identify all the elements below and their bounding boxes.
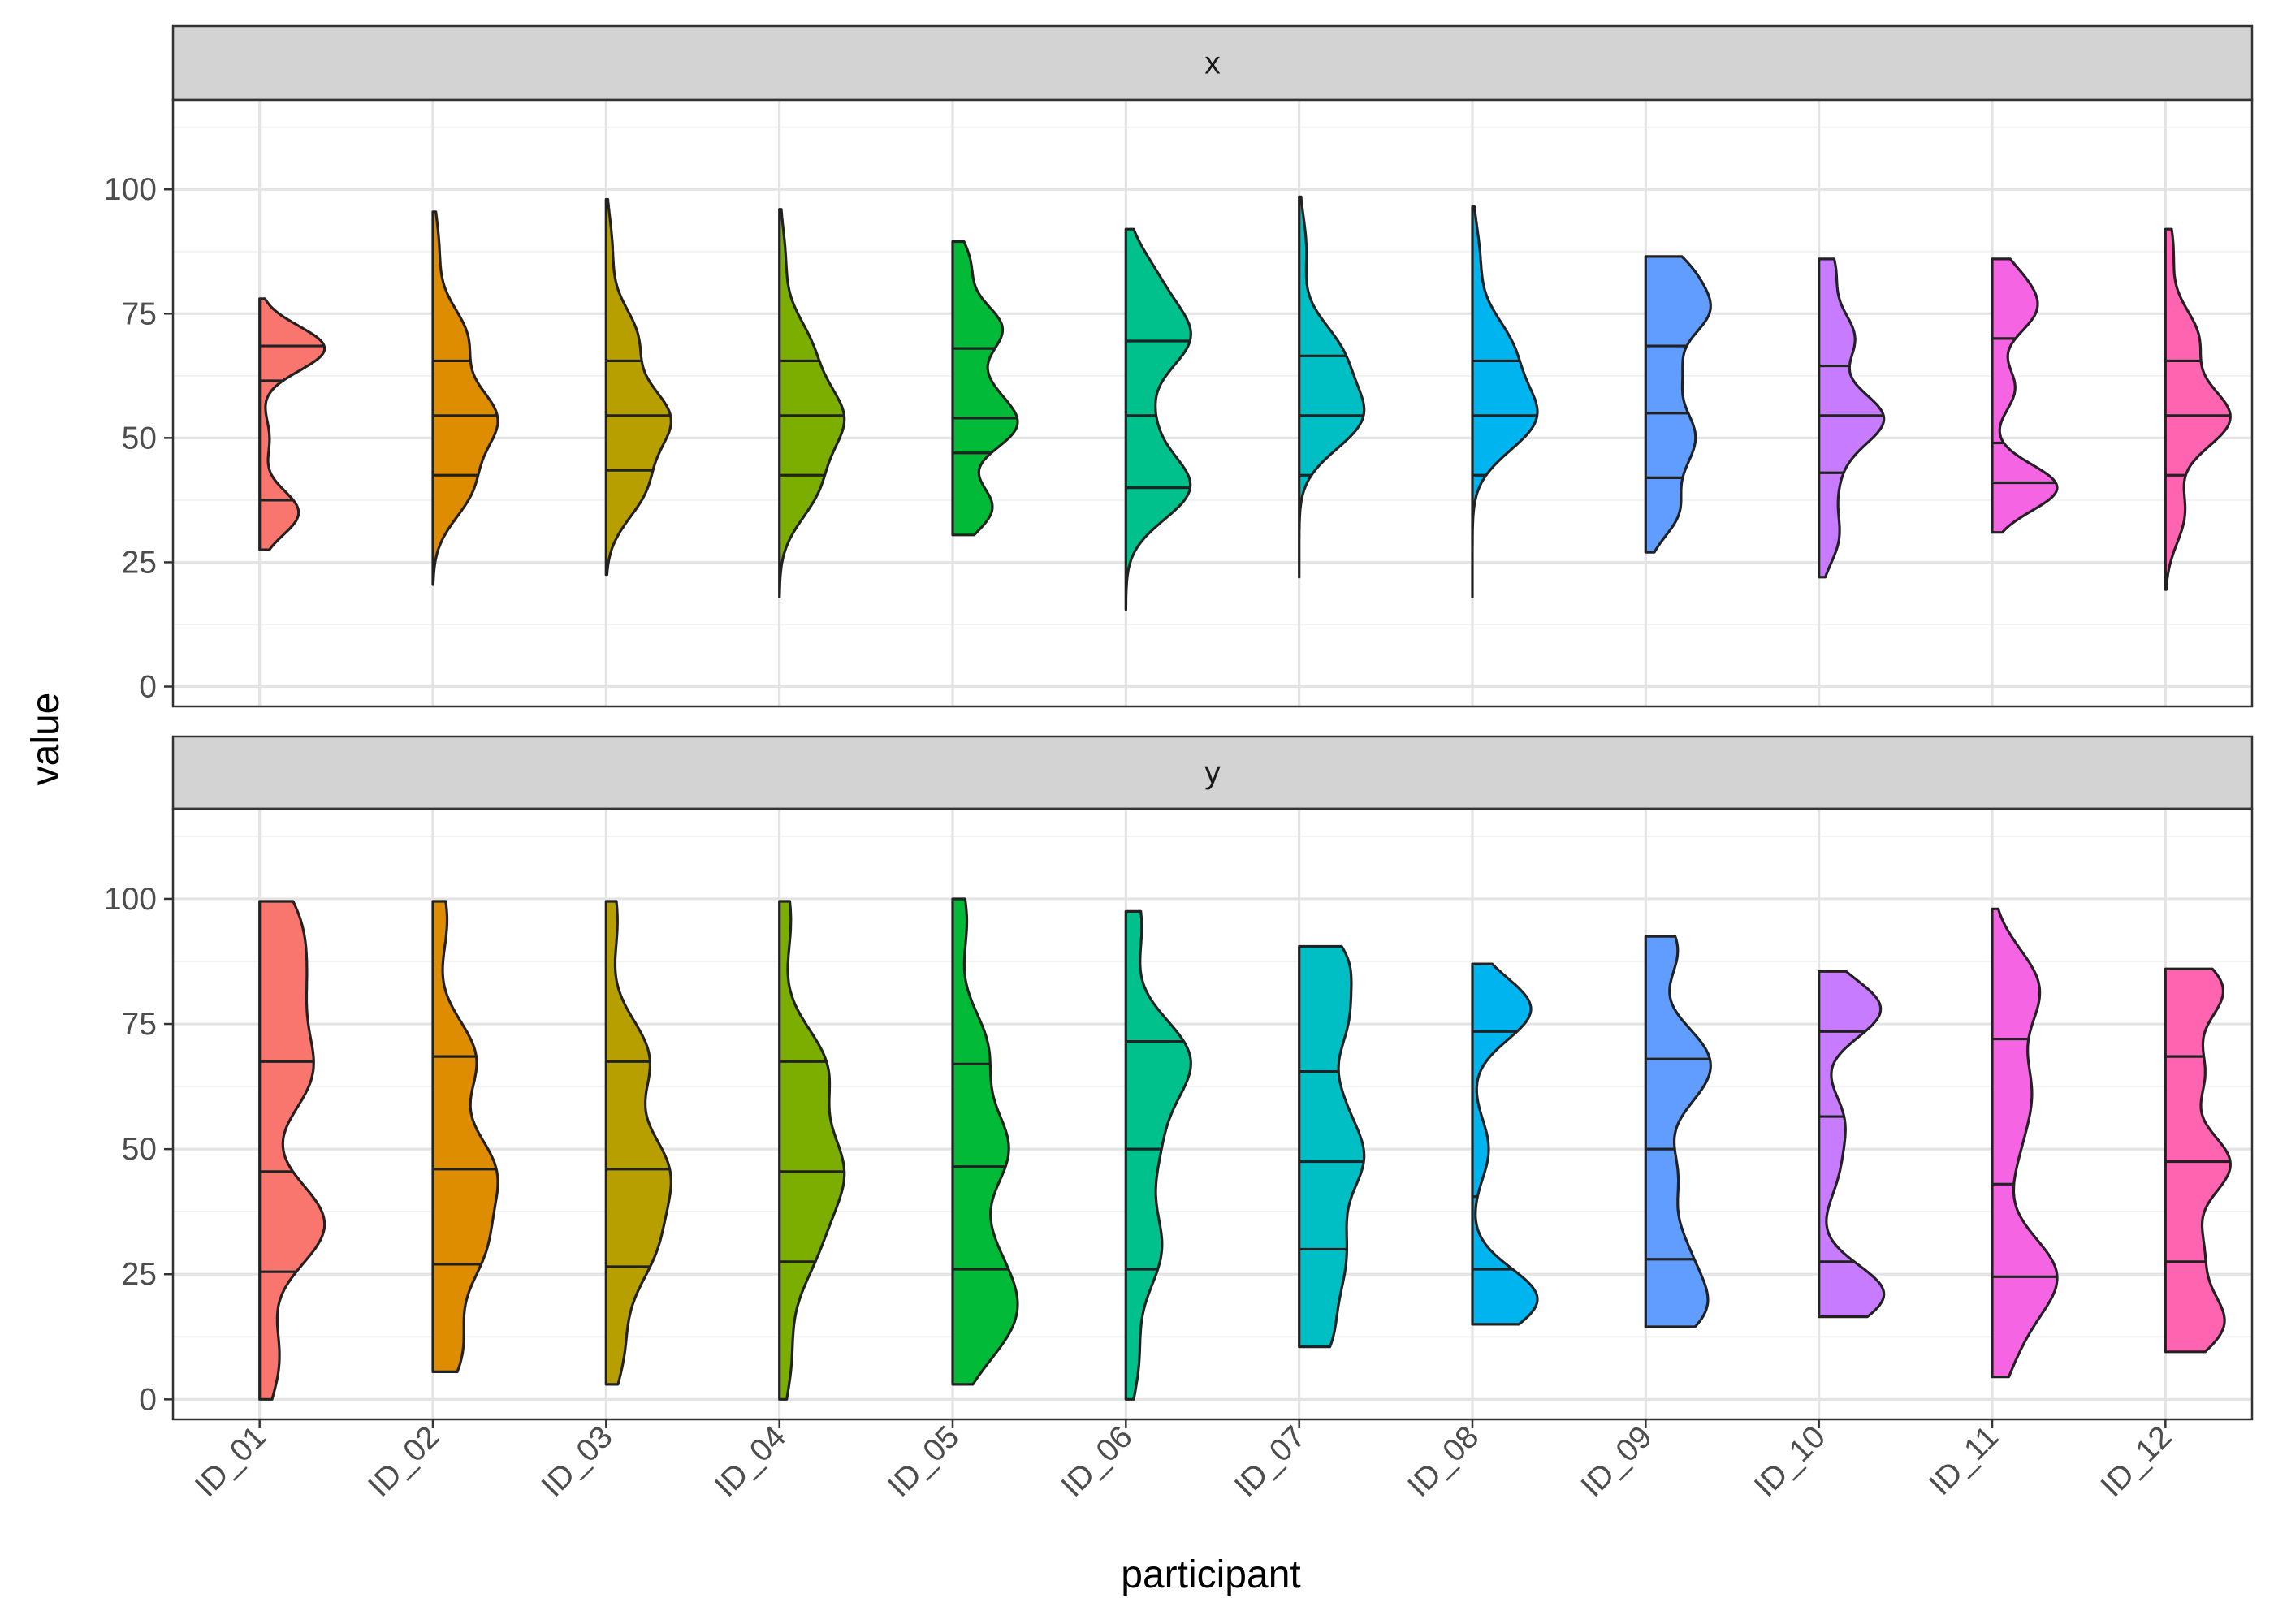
y-axis-title: value: [24, 693, 67, 786]
x-tick-label-id-04: ID_04: [708, 1419, 793, 1504]
y-tick-label: 75: [122, 296, 157, 331]
facet-strip-label: x: [1204, 46, 1221, 81]
x-tick-label-id-12: ID_12: [2095, 1419, 2179, 1504]
violin-x-id-04: [778, 208, 846, 598]
violin-x-id-11: [1991, 257, 2059, 534]
y-tick-label: 100: [104, 882, 157, 917]
panel-background: [173, 809, 2252, 1419]
violin-y-id-04: [778, 900, 846, 1401]
violin-x-id-03: [604, 197, 672, 577]
violin-x-id-06: [1124, 227, 1192, 611]
y-tick-label: 25: [122, 545, 157, 580]
panel-border: [171, 807, 2254, 1421]
y-tick-label: 75: [122, 1007, 157, 1042]
x-tick-label-id-01: ID_01: [188, 1419, 273, 1504]
violin-x-id-01: [258, 297, 326, 551]
x-tick-label-id-10: ID_10: [1748, 1419, 1832, 1504]
violin-y-id-09: [1644, 935, 1712, 1328]
x-tick-label-id-06: ID_06: [1055, 1419, 1139, 1504]
facet-strip-y: [171, 735, 2254, 810]
facet-strip-label: y: [1204, 756, 1221, 791]
y-tick-label: 100: [104, 172, 157, 207]
violin-y-id-07: [1298, 944, 1366, 1349]
x-tick-label-id-08: ID_08: [1401, 1419, 1485, 1504]
x-tick-label-id-05: ID_05: [881, 1419, 966, 1504]
x-axis-title: participant: [1121, 1553, 1300, 1596]
y-tick-label: 50: [122, 421, 157, 456]
panel-background: [173, 100, 2252, 706]
x-tick-label-id-07: ID_07: [1228, 1419, 1312, 1504]
y-tick-label: 0: [139, 1382, 157, 1417]
violin-y-id-02: [431, 900, 499, 1373]
violin-y-id-08: [1471, 962, 1539, 1326]
violin-y-id-03: [604, 900, 672, 1386]
violin-x-id-05: [951, 240, 1019, 537]
violin-y-id-05: [951, 897, 1019, 1386]
facet-panel-y: y 0 25 50 75 100: [104, 735, 2254, 1428]
violin-x-id-07: [1298, 195, 1366, 579]
facet-strip-x: [171, 24, 2254, 102]
x-tick-label-id-11: ID_11: [1922, 1419, 2005, 1502]
violin-x-id-08: [1471, 205, 1539, 598]
y-tick-label: 50: [122, 1132, 157, 1167]
y-tick-label: 25: [122, 1257, 157, 1292]
violin-x-id-02: [431, 210, 499, 586]
panel-border: [171, 98, 2254, 708]
x-tick-label-id-02: ID_02: [361, 1419, 446, 1504]
x-tick-label-id-03: ID_03: [535, 1419, 620, 1504]
violin-y-id-06: [1124, 909, 1192, 1401]
violin-x-id-12: [2164, 227, 2232, 591]
violin-y-id-11: [1991, 907, 2059, 1379]
violin-x-id-10: [1818, 257, 1886, 579]
facet-panel-x: x 0 25 50 75 100: [104, 24, 2254, 708]
violin-y-id-01: [258, 900, 326, 1401]
x-tick-label-id-09: ID_09: [1575, 1419, 1659, 1504]
y-tick-label: 0: [139, 670, 157, 705]
